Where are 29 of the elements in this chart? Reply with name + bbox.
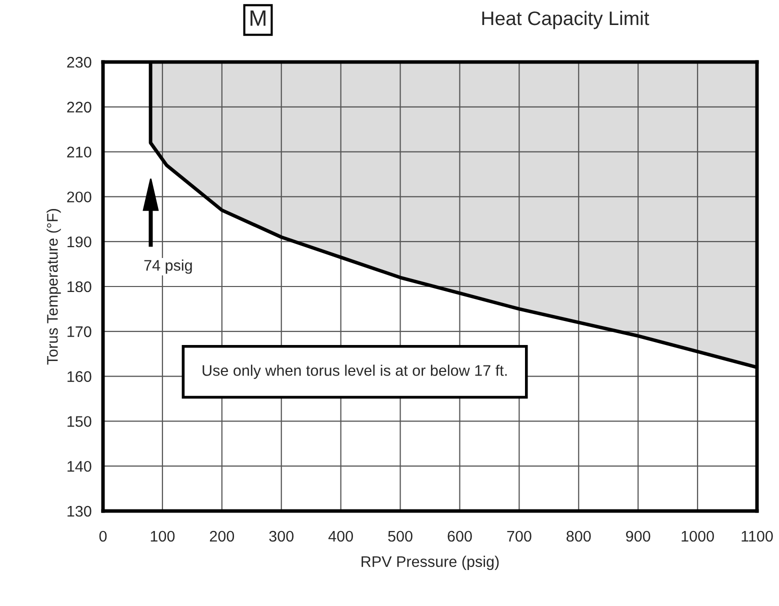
- y-tick-label: 150: [68, 416, 92, 427]
- y-axis-title: Torus Temperature (°F): [46, 208, 61, 365]
- x-tick-label: 0: [99, 530, 107, 542]
- annotation: Use only when torus level is at or below 17 ft.: [202, 364, 507, 379]
- x-tick-label: 600: [448, 530, 472, 542]
- x-tick-label: 900: [626, 530, 650, 542]
- chart-title: Heat Capacity Limit: [482, 10, 650, 30]
- x-tick-label: 1000: [682, 530, 714, 542]
- y-tick-label: 130: [68, 506, 92, 517]
- y-tick-label: 180: [68, 281, 92, 292]
- text: M: [250, 10, 266, 26]
- y-tick-label: 200: [67, 192, 92, 202]
- x-tick-label: 1100: [742, 530, 773, 542]
- y-tick-label: 220: [67, 102, 92, 113]
- y-tick-label: 140: [68, 460, 92, 472]
- x-tick-label: 500: [388, 530, 412, 542]
- x-axis-title: RPV Pressure (psig): [362, 556, 499, 570]
- y-tick-label: 170: [68, 326, 92, 338]
- annotation: 74 psig: [144, 260, 192, 274]
- x-tick-label: 800: [566, 530, 591, 542]
- x-tick-label: 100: [150, 530, 175, 542]
- x-tick-label: 400: [328, 530, 353, 542]
- x-tick-label: 300: [269, 530, 294, 542]
- x-tick-label: 200: [210, 530, 234, 542]
- y-tick-label: 230: [67, 56, 92, 68]
- x-tick-label: 700: [507, 530, 532, 542]
- y-tick-label: 190: [68, 236, 92, 248]
- y-tick-label: 160: [68, 371, 92, 382]
- y-tick-label: 210: [67, 146, 92, 158]
